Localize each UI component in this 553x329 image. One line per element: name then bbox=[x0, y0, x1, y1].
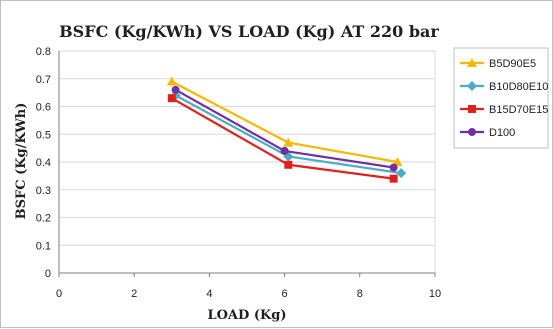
legend-marker-b10d80e10 bbox=[467, 81, 477, 91]
data-point-b5d90e5 bbox=[166, 76, 177, 86]
y-tick-label: 0.3 bbox=[36, 185, 51, 197]
x-tick-label: 8 bbox=[357, 288, 363, 300]
legend: B5D90E5 B10D80E10 B15D70E15 D100 bbox=[453, 47, 549, 149]
legend-marker-b15d70e15 bbox=[468, 105, 476, 113]
axis-layer: 0 0.1 0.2 0.3 0.4 0.5 0.6 0.7 0.8 0 2 4 6 8 10 bbox=[36, 46, 441, 300]
x-tick-label: 6 bbox=[282, 288, 288, 300]
series-layer bbox=[166, 76, 407, 183]
data-point-d100 bbox=[171, 85, 180, 94]
legend-marker-d100 bbox=[468, 128, 476, 136]
data-point-b15d70e15 bbox=[167, 94, 176, 103]
y-tick-label: 0.5 bbox=[36, 129, 51, 141]
data-point-b15d70e15 bbox=[389, 174, 398, 183]
y-tick-label: 0.8 bbox=[36, 46, 51, 58]
y-tick-label: 0.4 bbox=[36, 157, 51, 169]
data-point-b5d90e5 bbox=[283, 137, 294, 147]
x-tick-label: 4 bbox=[206, 288, 212, 300]
legend-label-b15d70e15: B15D70E15 bbox=[489, 104, 548, 116]
y-tick-label: 0.2 bbox=[36, 213, 51, 225]
y-tick-label: 0 bbox=[45, 268, 51, 280]
legend-marker-b5d90e5 bbox=[467, 58, 477, 67]
y-tick-label: 0.1 bbox=[36, 240, 51, 252]
legend-label-b10d80e10: B10D80E10 bbox=[489, 81, 548, 93]
y-tick-label: 0.6 bbox=[36, 102, 51, 114]
x-tick-label: 0 bbox=[56, 288, 62, 300]
data-point-b15d70e15 bbox=[284, 160, 293, 169]
x-tick-label: 10 bbox=[429, 288, 441, 300]
x-tick-label: 2 bbox=[131, 288, 137, 300]
data-point-b10d80e10 bbox=[396, 168, 407, 179]
y-axis-label: BSFC (Kg/KWh) bbox=[14, 103, 29, 220]
legend-label-b5d90e5: B5D90E5 bbox=[489, 58, 536, 70]
x-axis-label: LOAD (Kg) bbox=[207, 308, 286, 323]
data-point-d100 bbox=[389, 163, 398, 172]
y-tick-label: 0.7 bbox=[36, 74, 51, 86]
legend-label-d100: D100 bbox=[489, 127, 515, 139]
grid-layer bbox=[59, 50, 436, 274]
chart-title: BSFC (Kg/KWh) VS LOAD (Kg) AT 220 bar bbox=[59, 22, 439, 41]
data-point-d100 bbox=[280, 146, 289, 155]
data-point-b5d90e5 bbox=[392, 157, 403, 166]
